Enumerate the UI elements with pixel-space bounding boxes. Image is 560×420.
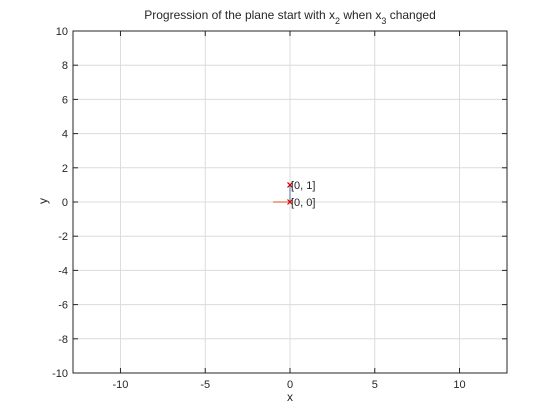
data-annotations: [0, 0] [0, 1] <box>291 180 315 209</box>
data-segments <box>273 184 291 203</box>
y-tick-label: -4 <box>58 265 68 277</box>
x-marker <box>287 181 293 188</box>
y-tick-label: -6 <box>58 300 68 312</box>
x-marker <box>287 199 293 205</box>
data-markers <box>287 181 293 205</box>
x-tick-label: -5 <box>200 379 210 391</box>
y-tick-label: 4 <box>62 129 68 141</box>
y-tick-labels: -10 -8 -6 -4 -2 0 2 4 6 8 10 <box>52 26 68 380</box>
x-tick-label: -10 <box>113 379 129 391</box>
y-axis-label: y <box>36 198 50 204</box>
y-tick-label: 6 <box>62 94 68 106</box>
y-tick-label: 10 <box>56 26 68 38</box>
y-tick-label: 8 <box>62 60 68 72</box>
axes-box <box>72 30 508 374</box>
y-tick-label: 0 <box>62 197 68 209</box>
point-label: [0, 0] <box>291 197 315 209</box>
x-tick-label: 0 <box>287 379 293 391</box>
x-tick-label: 5 <box>372 379 378 391</box>
chart-title: Progression of the plane start with x2 w… <box>144 8 436 26</box>
y-tick-label: 2 <box>62 163 68 175</box>
point-label: [0, 1] <box>291 180 315 192</box>
x-tick-labels: -10 -5 0 5 10 <box>113 379 466 391</box>
x-axis-label: x <box>287 390 293 404</box>
y-tick-label: -8 <box>58 334 68 346</box>
y-tick-label: -2 <box>58 231 68 243</box>
y-tick-label: -10 <box>52 368 68 380</box>
x-tick-label: 10 <box>453 379 465 391</box>
